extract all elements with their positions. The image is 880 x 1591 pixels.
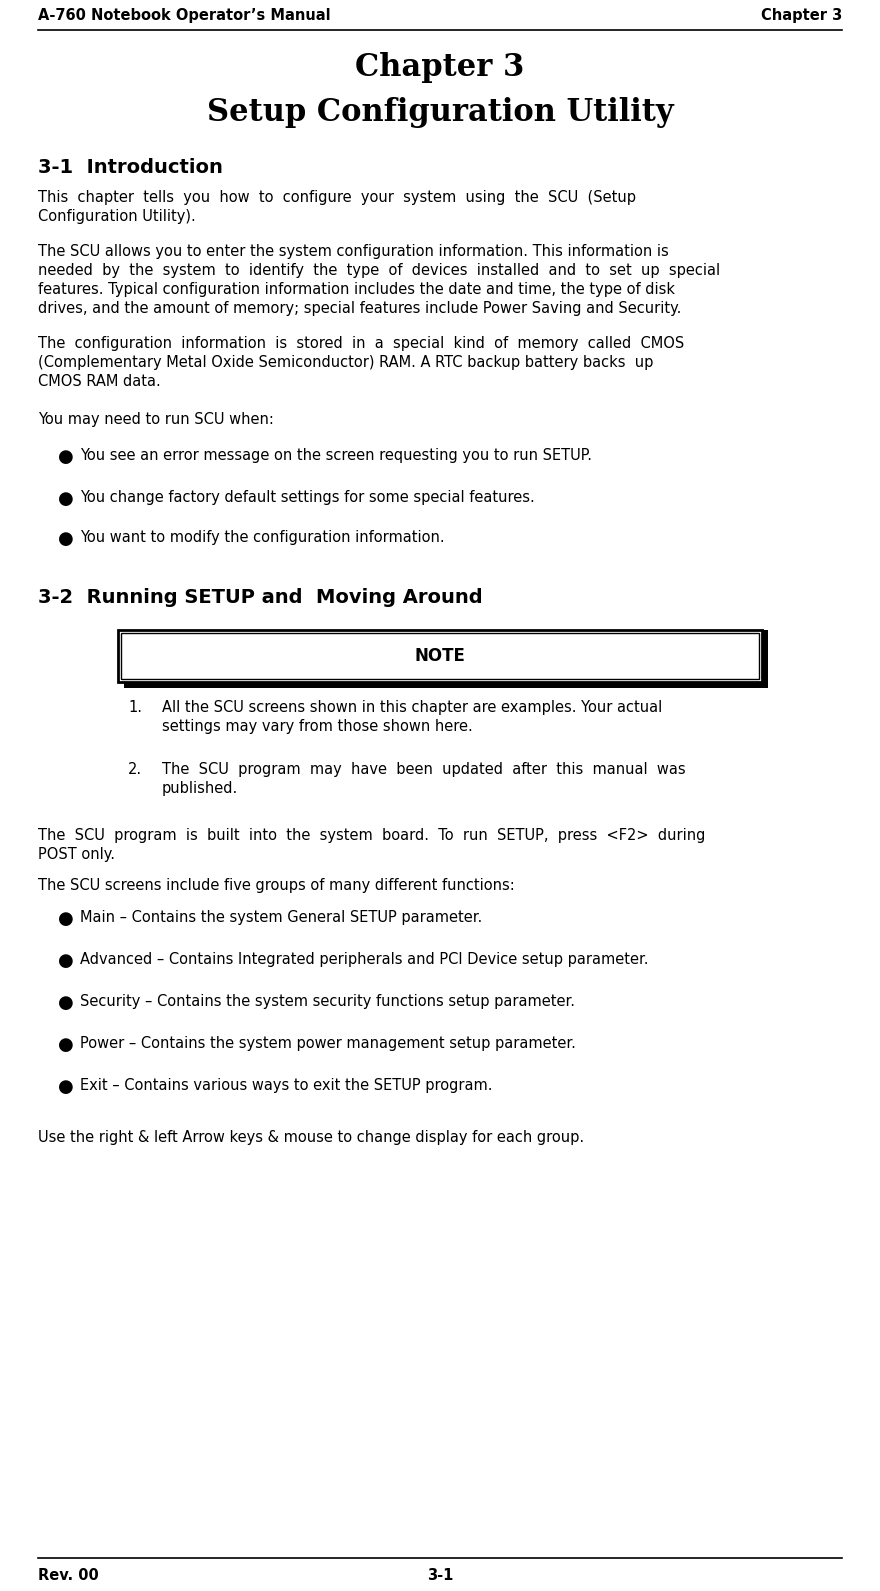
Text: You change factory default settings for some special features.: You change factory default settings for … <box>80 490 535 504</box>
Text: The  SCU  program  may  have  been  updated  after  this  manual  was: The SCU program may have been updated af… <box>162 762 686 776</box>
Text: Setup Configuration Utility: Setup Configuration Utility <box>207 97 673 127</box>
Text: The SCU screens include five groups of many different functions:: The SCU screens include five groups of m… <box>38 878 515 893</box>
Text: 1.: 1. <box>128 700 142 714</box>
Text: All the SCU screens shown in this chapter are examples. Your actual: All the SCU screens shown in this chapte… <box>162 700 663 714</box>
Text: features. Typical configuration information includes the date and time, the type: features. Typical configuration informat… <box>38 282 675 298</box>
Text: CMOS RAM data.: CMOS RAM data. <box>38 374 161 390</box>
Text: You want to modify the configuration information.: You want to modify the configuration inf… <box>80 530 444 546</box>
Text: ●: ● <box>58 1079 74 1096</box>
Text: drives, and the amount of memory; special features include Power Saving and Secu: drives, and the amount of memory; specia… <box>38 301 681 317</box>
Text: Power – Contains the system power management setup parameter.: Power – Contains the system power manage… <box>80 1036 576 1052</box>
Text: NOTE: NOTE <box>414 648 466 665</box>
Text: ●: ● <box>58 994 74 1012</box>
Text: ●: ● <box>58 530 74 547</box>
Text: Exit – Contains various ways to exit the SETUP program.: Exit – Contains various ways to exit the… <box>80 1079 493 1093</box>
Bar <box>121 633 759 679</box>
Text: (Complementary Metal Oxide Semiconductor) RAM. A RTC backup battery backs  up: (Complementary Metal Oxide Semiconductor… <box>38 355 653 371</box>
Text: Chapter 3: Chapter 3 <box>356 53 524 83</box>
Text: You see an error message on the screen requesting you to run SETUP.: You see an error message on the screen r… <box>80 449 592 463</box>
Text: ●: ● <box>58 490 74 508</box>
Text: Use the right & left Arrow keys & mouse to change display for each group.: Use the right & left Arrow keys & mouse … <box>38 1130 584 1146</box>
Text: published.: published. <box>162 781 238 796</box>
Text: Main – Contains the system General SETUP parameter.: Main – Contains the system General SETUP… <box>80 910 482 924</box>
Text: ●: ● <box>58 910 74 928</box>
Text: Security – Contains the system security functions setup parameter.: Security – Contains the system security … <box>80 994 575 1009</box>
Text: Rev. 00: Rev. 00 <box>38 1569 99 1583</box>
Text: ●: ● <box>58 1036 74 1053</box>
Text: The  SCU  program  is  built  into  the  system  board.  To  run  SETUP,  press : The SCU program is built into the system… <box>38 827 706 843</box>
Text: This  chapter  tells  you  how  to  configure  your  system  using  the  SCU  (S: This chapter tells you how to configure … <box>38 189 636 205</box>
Text: ●: ● <box>58 449 74 466</box>
Text: POST only.: POST only. <box>38 846 115 862</box>
Text: A-760 Notebook Operator’s Manual: A-760 Notebook Operator’s Manual <box>38 8 331 22</box>
Text: Configuration Utility).: Configuration Utility). <box>38 208 195 224</box>
Text: 3-2  Running SETUP and  Moving Around: 3-2 Running SETUP and Moving Around <box>38 589 482 608</box>
Text: Chapter 3: Chapter 3 <box>760 8 842 22</box>
Text: The  configuration  information  is  stored  in  a  special  kind  of  memory  c: The configuration information is stored … <box>38 336 685 352</box>
Bar <box>118 630 762 683</box>
Text: 3-1: 3-1 <box>427 1569 453 1583</box>
Bar <box>762 630 768 683</box>
Text: You may need to run SCU when:: You may need to run SCU when: <box>38 412 274 426</box>
Text: The SCU allows you to enter the system configuration information. This informati: The SCU allows you to enter the system c… <box>38 243 669 259</box>
Text: ●: ● <box>58 951 74 971</box>
Text: needed  by  the  system  to  identify  the  type  of  devices  installed  and  t: needed by the system to identify the typ… <box>38 263 720 278</box>
Bar <box>124 683 768 687</box>
Text: Advanced – Contains Integrated peripherals and PCI Device setup parameter.: Advanced – Contains Integrated periphera… <box>80 951 649 967</box>
Text: settings may vary from those shown here.: settings may vary from those shown here. <box>162 719 473 733</box>
Text: 3-1  Introduction: 3-1 Introduction <box>38 158 223 177</box>
Text: 2.: 2. <box>128 762 143 776</box>
